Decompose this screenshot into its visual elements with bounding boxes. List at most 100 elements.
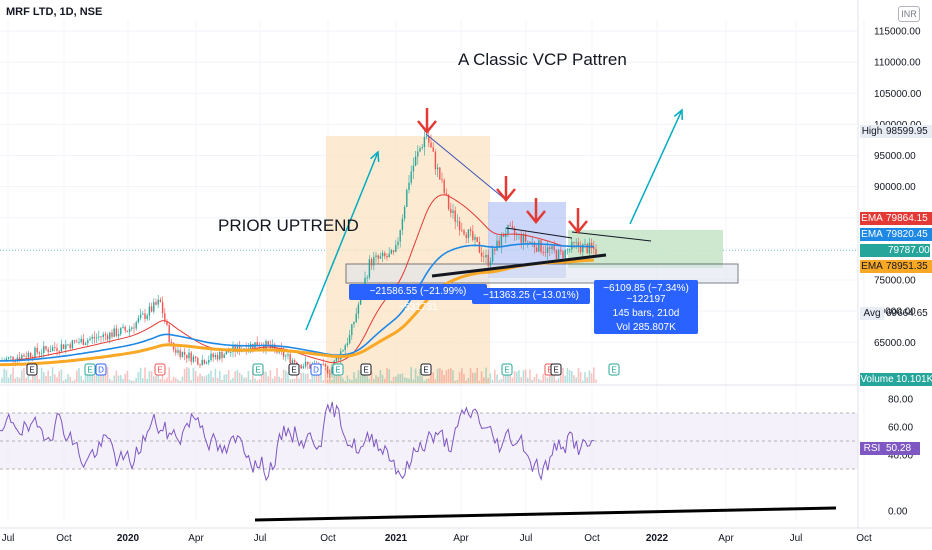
- candle-body: [175, 349, 177, 353]
- uptrend-box: [326, 136, 490, 384]
- time-tick-label: 2022: [646, 533, 669, 544]
- earnings-marker: E: [360, 363, 372, 376]
- volume-bar: [480, 371, 483, 383]
- volume-bar: [205, 375, 208, 383]
- volume-bar: [571, 370, 573, 383]
- candle-body: [293, 360, 296, 363]
- volume-bar: [399, 374, 401, 383]
- rsi-value-label: RSI 50.28: [860, 442, 932, 455]
- time-tick-label: Oct: [856, 533, 872, 544]
- candle-body: [186, 354, 188, 359]
- candle-body: [307, 361, 309, 365]
- volume-bar: [190, 380, 192, 383]
- time-tick-label: Oct: [320, 533, 336, 544]
- candle-body: [168, 324, 170, 343]
- candle-body: [144, 313, 146, 319]
- candle-body: [181, 351, 184, 358]
- candle-body: [128, 328, 131, 332]
- volume-bar: [511, 377, 514, 383]
- candle-body: [56, 348, 58, 351]
- volume-bar: [208, 373, 210, 383]
- candle-body: [150, 306, 153, 312]
- volume-bar: [425, 378, 428, 383]
- dividend-marker: D: [95, 363, 107, 376]
- volume-bar: [60, 369, 63, 383]
- candle-body: [223, 354, 225, 359]
- volume-bar: [137, 372, 140, 383]
- volume-bar: [80, 375, 82, 383]
- volume-bar: [27, 371, 30, 383]
- volume-bar: [568, 370, 571, 383]
- volume-bar: [274, 376, 276, 383]
- price-tick-label: 110000.00: [874, 58, 921, 69]
- candle-body: [304, 361, 307, 367]
- peak-arrow-2-head: [496, 188, 516, 202]
- marker-frame: [84, 363, 96, 376]
- volume-bar: [106, 367, 109, 383]
- volume-bar: [234, 371, 236, 383]
- marker-frame: [26, 363, 38, 376]
- volume-bar: [450, 367, 452, 383]
- volume-bar: [465, 380, 467, 383]
- volume-bar: [78, 367, 80, 383]
- avg-label: Avg 69664.65: [860, 307, 932, 320]
- volume-bar: [381, 375, 384, 383]
- candle-body: [509, 225, 511, 227]
- uptrend-arrow-head: [370, 150, 380, 163]
- candle-body: [29, 352, 32, 358]
- candle-body: [331, 367, 333, 374]
- marker-frame: [420, 363, 432, 376]
- candle-body: [221, 351, 223, 359]
- volume-bar: [210, 370, 212, 383]
- volume-bar: [219, 370, 221, 383]
- candle-body: [388, 253, 390, 258]
- volume-bar: [483, 377, 485, 383]
- volume-bar: [370, 371, 373, 383]
- volume-bar: [139, 367, 142, 383]
- marker-letter: E: [29, 366, 34, 375]
- candle-body: [98, 336, 100, 338]
- candle-body: [478, 241, 481, 253]
- symbol-title[interactable]: MRF LTD, 1D, NSE: [6, 6, 103, 18]
- volume-bar: [282, 369, 285, 383]
- ema-blue-line: [0, 243, 595, 362]
- candle-body: [414, 156, 417, 166]
- candle-body: [348, 335, 351, 344]
- volume-bar: [289, 379, 291, 383]
- dividend-marker: D: [310, 363, 322, 376]
- volume-bar: [502, 371, 505, 383]
- candle-body: [148, 306, 151, 316]
- earnings-marker: E: [420, 363, 432, 376]
- candle-body: [419, 148, 421, 152]
- volume-bar: [192, 367, 195, 383]
- volume-bar: [5, 370, 8, 383]
- volume-bar: [333, 369, 335, 383]
- measure-box-1: −21586.55 (−21.99%) −531731: [349, 284, 487, 313]
- marker-letter: E: [291, 366, 296, 375]
- price-tick-label: 70000.00: [874, 307, 916, 318]
- volume-bar: [344, 380, 346, 383]
- candle-body: [568, 249, 571, 251]
- volume-bar: [364, 370, 366, 383]
- candle-body: [104, 334, 107, 336]
- volume-bar: [172, 376, 175, 383]
- volume-bar: [326, 379, 329, 383]
- candle-body: [529, 241, 531, 243]
- volume-bar: [43, 372, 45, 383]
- candle-body: [43, 346, 45, 354]
- candle-body: [412, 165, 415, 172]
- volume-bar: [49, 375, 52, 383]
- candle-body: [370, 259, 373, 266]
- candle-body: [78, 342, 80, 344]
- volume-bar: [109, 378, 111, 383]
- volume-bar: [58, 371, 60, 383]
- volume-bar: [590, 373, 593, 383]
- candle-body: [368, 259, 371, 278]
- candle-body: [139, 314, 142, 319]
- currency-badge[interactable]: INR: [898, 6, 920, 22]
- volume-bar: [159, 379, 162, 383]
- volume-bar: [520, 377, 522, 383]
- volume-bar: [124, 373, 126, 383]
- candle-body: [505, 233, 507, 237]
- volume-bar: [194, 371, 197, 383]
